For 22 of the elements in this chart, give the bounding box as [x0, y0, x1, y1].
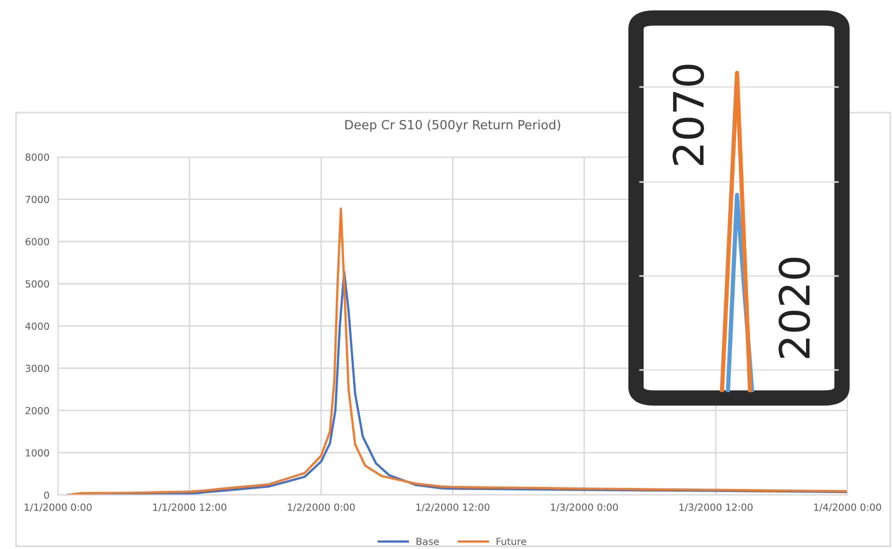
legend-label: Base	[416, 538, 439, 546]
x-tick-label: 1/1/2000 12:00	[153, 503, 226, 512]
y-tick-label: 8000	[26, 153, 49, 161]
chart-title: Deep Cr S10 (500yr Return Period)	[345, 120, 560, 132]
y-tick-label: 6000	[26, 238, 49, 246]
x-tick-label: 1/2/2000 12:00	[416, 503, 490, 512]
y-tick-label: 1000	[26, 449, 49, 457]
y-tick-label: 4000	[25, 322, 49, 330]
y-tick-label: 2000	[26, 406, 49, 414]
line-series	[66, 207, 848, 495]
y-tick-label: 7000	[26, 196, 49, 204]
y-tick-label: 3000	[26, 364, 49, 372]
x-tick-label: 1/2/2000 0:00	[288, 503, 355, 512]
x-tick-label: 1/3/2000 0:00	[551, 503, 618, 512]
x-tick-label: 1/4/2000 0:00	[814, 503, 882, 512]
y-tick-label: 0	[44, 491, 49, 499]
legend-label: Future	[496, 538, 526, 546]
x-tick-label: 1/3/2000 12:00	[680, 503, 753, 512]
annotation: 2020	[778, 258, 810, 358]
x-tick-label: 1/1/2000 0:00	[24, 503, 92, 512]
y-tick-label: 5000	[26, 280, 49, 288]
annotation: 2070	[672, 64, 704, 165]
